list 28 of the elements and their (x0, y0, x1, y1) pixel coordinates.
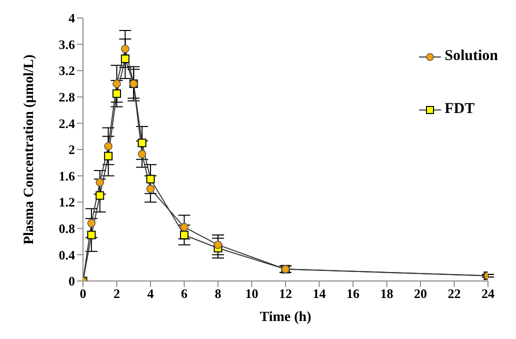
x-tick-label: 8 (214, 286, 222, 302)
y-tick-label: 0.8 (58, 221, 76, 236)
x-tick-label: 22 (448, 286, 461, 302)
y-axis-title: Plasma Concentration (µmol/L) (22, 54, 37, 245)
x-tick-label: 14 (312, 286, 326, 302)
x-tick-label: 4 (147, 286, 154, 302)
x-tick-label: 20 (414, 286, 427, 302)
legend-label: Solution (444, 48, 498, 65)
y-tick-label: 4 (68, 10, 76, 26)
y-tick-label: 2.8 (58, 90, 76, 105)
x-tick-label: 6 (181, 286, 188, 302)
y-tick-label: 0 (68, 274, 75, 289)
x-tick-label: 0 (80, 286, 86, 302)
y-tick-label: 1.6 (58, 168, 76, 184)
y-tick-label: 1.2 (58, 194, 75, 210)
x-axis-title: Time (h) (260, 310, 312, 325)
y-tick-label: 3.6 (58, 36, 76, 52)
x-tick-label: 24 (482, 286, 495, 302)
y-tick-label: 0.4 (58, 247, 76, 262)
y-tick-label: 2.4 (58, 116, 76, 131)
legend-label: FDT (444, 101, 475, 118)
x-tick-label: 16 (346, 286, 360, 302)
x-tick-label: 2 (114, 286, 120, 302)
x-tick-label: 12 (279, 286, 292, 302)
y-tick-label: 2 (68, 142, 75, 158)
y-tick-label: 3.2 (58, 63, 75, 78)
x-tick-label: 10 (245, 286, 258, 302)
x-tick-label: 18 (380, 286, 394, 302)
